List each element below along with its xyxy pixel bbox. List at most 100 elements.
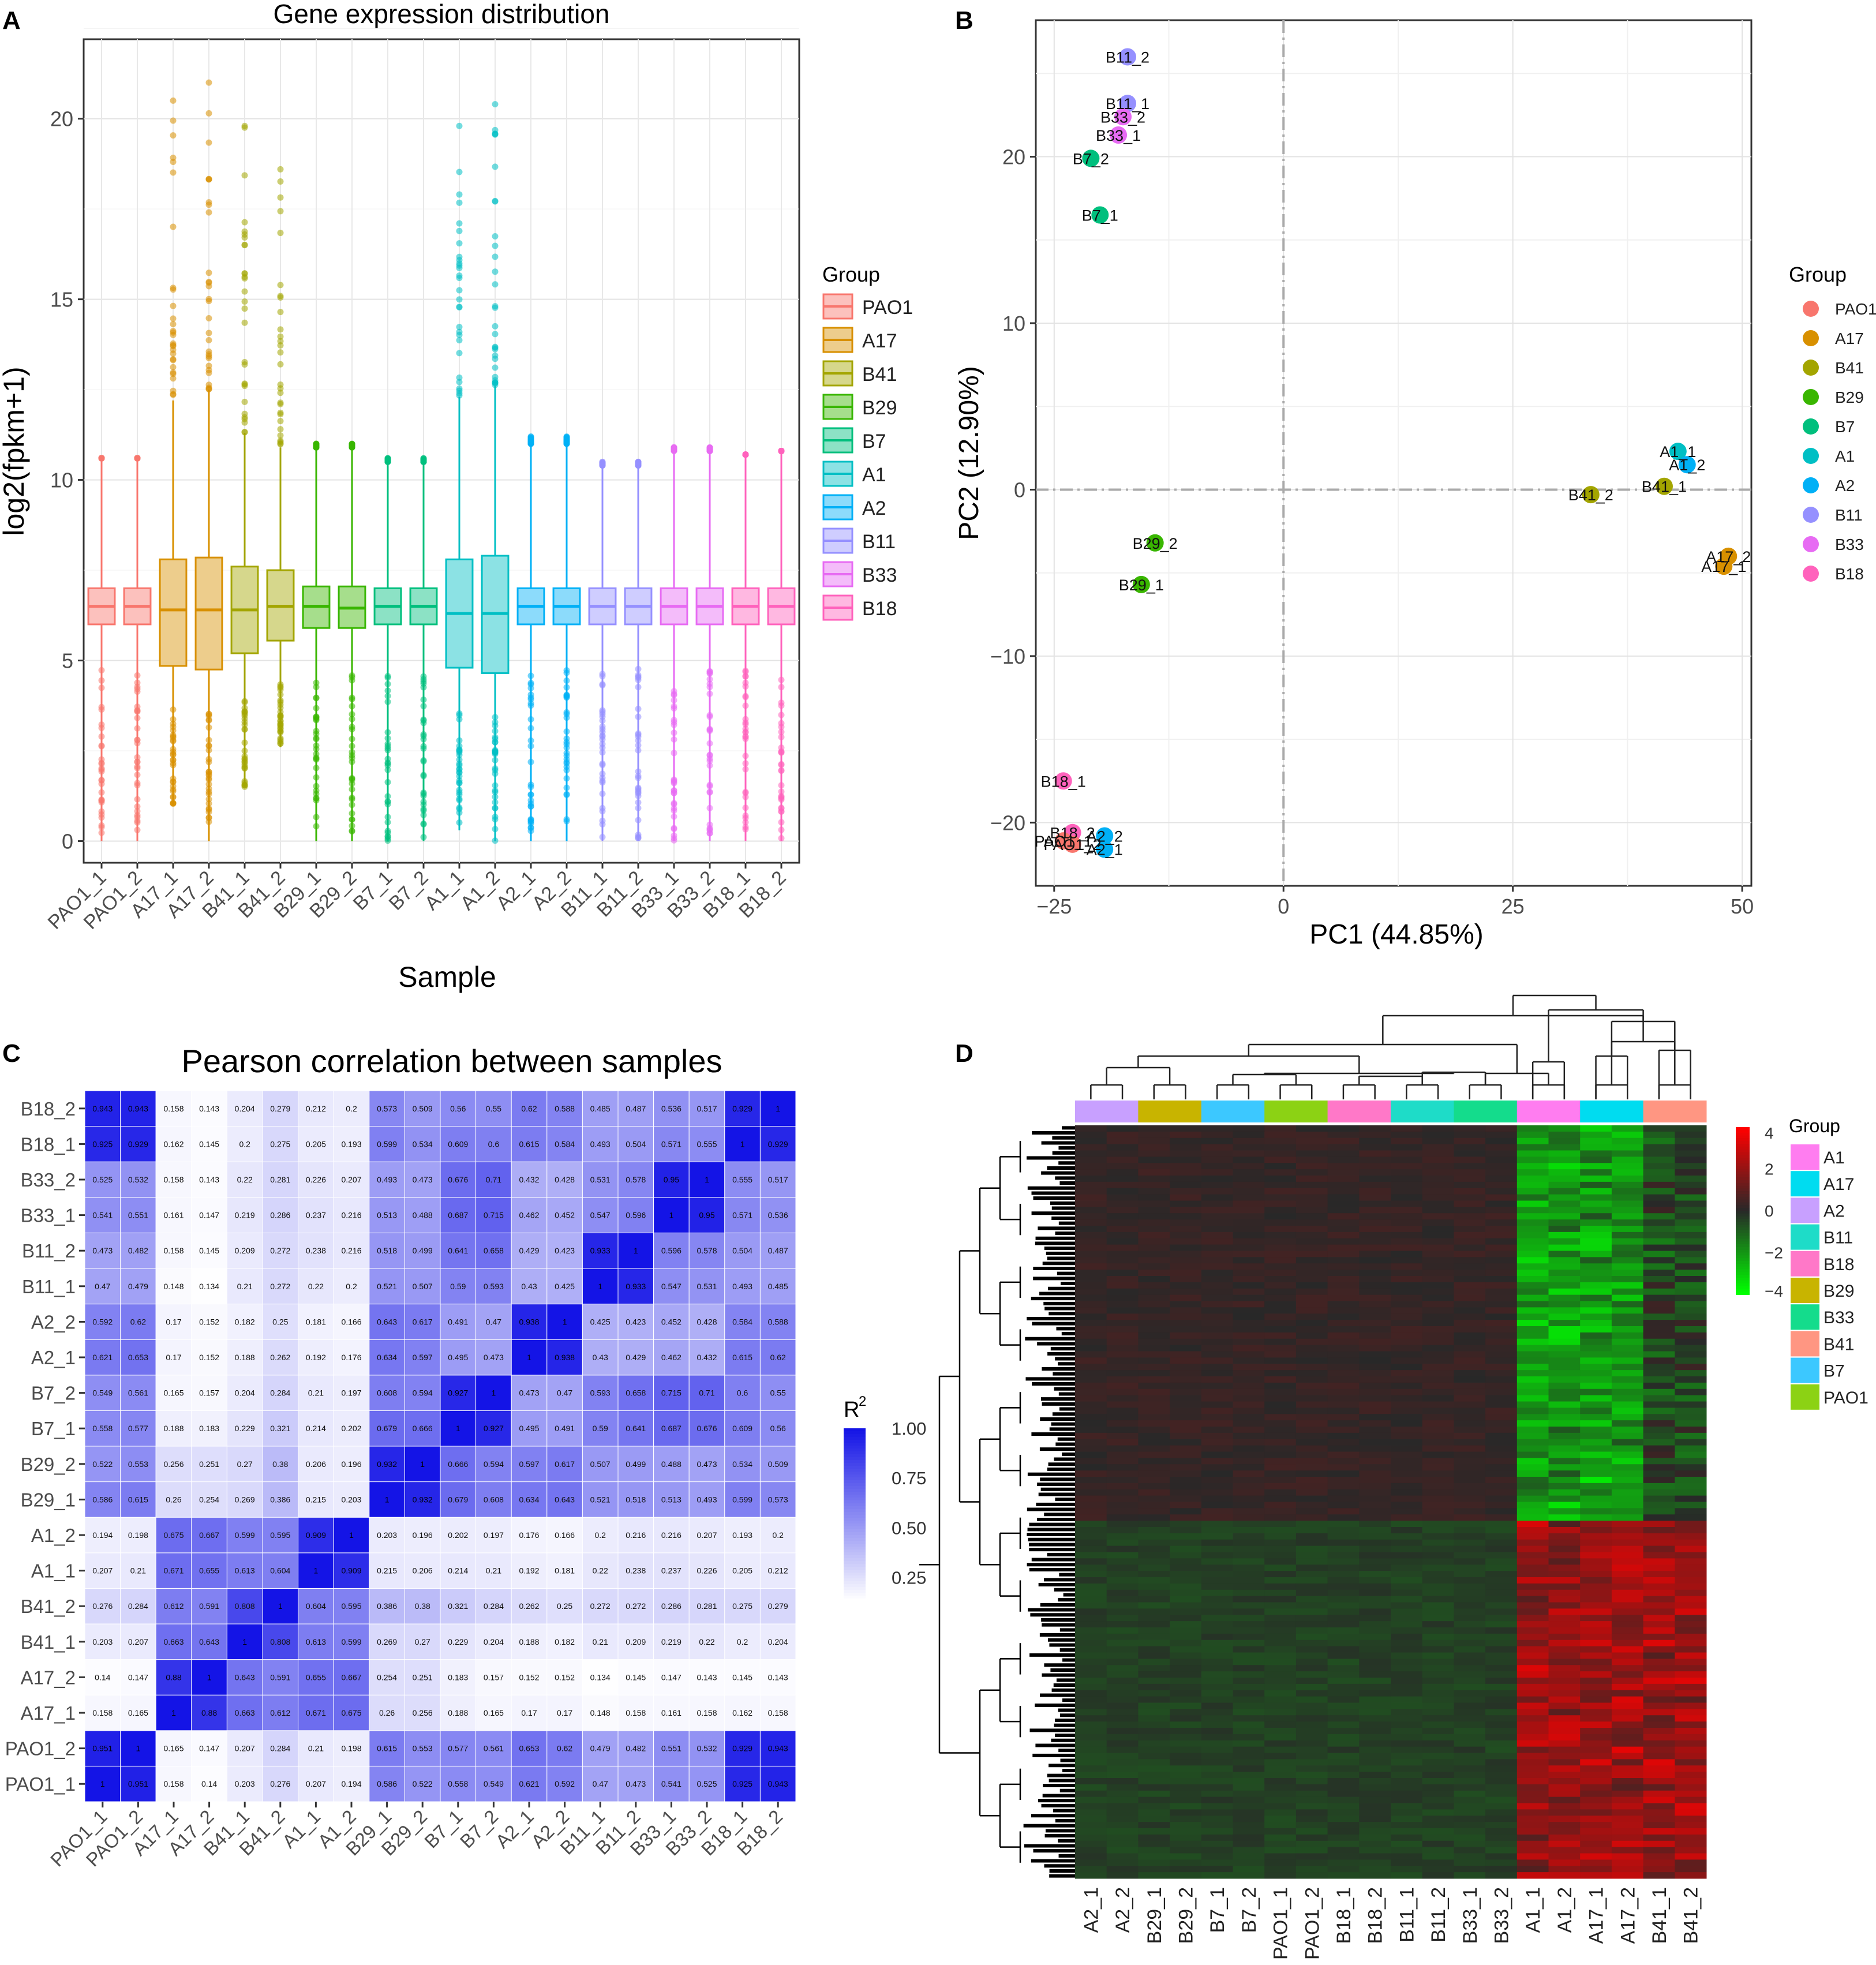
heat-cell — [1611, 1803, 1644, 1810]
outlier-point — [277, 426, 284, 433]
cell-label: 0.215 — [306, 1495, 326, 1504]
outlier-point — [456, 304, 463, 310]
heat-cell — [1170, 1213, 1202, 1220]
heat-cell — [1611, 1533, 1644, 1540]
heat-cell — [1295, 1345, 1328, 1352]
heat-cell — [1295, 1683, 1328, 1691]
heat-cell — [1516, 1564, 1549, 1571]
heat-cell — [1106, 1514, 1139, 1521]
heat-cell — [1170, 1194, 1202, 1201]
heat-cell — [1327, 1427, 1360, 1433]
heat-cell — [1075, 1144, 1107, 1151]
col-label: B7_2 — [456, 1806, 503, 1852]
heat-cell — [1295, 1388, 1328, 1396]
row-label: B7_2 — [31, 1383, 76, 1404]
heat-cell — [1170, 1696, 1202, 1703]
heat-cell — [1485, 1608, 1518, 1615]
legend-key-A2 — [1803, 477, 1819, 493]
outlier-point — [205, 348, 212, 355]
outlier-point — [527, 433, 534, 440]
cell-label: 0.158 — [697, 1708, 717, 1717]
heat-cell — [1201, 1288, 1233, 1296]
heat-cell — [1264, 1665, 1297, 1672]
heat-cell — [1201, 1420, 1233, 1427]
heat-cell — [1611, 1244, 1644, 1251]
cell-label: 0.584 — [555, 1139, 575, 1148]
heat-cell — [1391, 1445, 1423, 1452]
y-tick-label: 10 — [50, 469, 73, 492]
cell-label: 0.532 — [697, 1744, 717, 1753]
heat-cell — [1580, 1621, 1612, 1628]
heat-cell — [1580, 1690, 1612, 1697]
legend-label: PAO1 — [862, 297, 913, 319]
heat-cell — [1675, 1370, 1707, 1377]
heat-cell — [1422, 1294, 1454, 1301]
group-bar-B7_1 — [1201, 1101, 1233, 1122]
cell-label: 0.507 — [590, 1459, 611, 1469]
heat-cell — [1295, 1439, 1328, 1446]
heat-cell — [1264, 1207, 1297, 1214]
heat-cell — [1454, 1176, 1486, 1182]
heat-cell — [1295, 1232, 1328, 1239]
heat-cell — [1611, 1796, 1644, 1803]
heat-cell — [1422, 1395, 1454, 1402]
heat-cell — [1611, 1125, 1644, 1132]
heat-cell — [1201, 1382, 1233, 1390]
heat-cell — [1391, 1238, 1423, 1245]
heat-cell — [1391, 1338, 1423, 1346]
heat-cell — [1201, 1514, 1233, 1521]
heat-cell — [1201, 1244, 1233, 1251]
heat-cell — [1106, 1621, 1139, 1628]
heat-cell — [1264, 1640, 1297, 1647]
heat-cell — [1454, 1589, 1486, 1597]
cell-label: 0.209 — [626, 1637, 646, 1646]
heat-cell — [1422, 1822, 1454, 1829]
heat-cell — [1201, 1200, 1233, 1207]
cell-label: 0.927 — [484, 1424, 504, 1433]
heat-cell — [1548, 1809, 1581, 1816]
heat-cell — [1201, 1746, 1233, 1753]
cell-label: 0.553 — [128, 1459, 148, 1469]
chart-a-xlabel: Sample — [398, 961, 496, 993]
heat-cell — [1138, 1721, 1170, 1728]
heat-cell — [1422, 1709, 1454, 1716]
legend-label: A17 — [1835, 330, 1864, 347]
heat-cell — [1580, 1602, 1612, 1609]
heat-cell — [1327, 1432, 1360, 1440]
heat-cell — [1485, 1320, 1518, 1327]
heat-cell — [1170, 1615, 1202, 1622]
heat-cell — [1643, 1357, 1675, 1364]
heat-cell — [1170, 1759, 1202, 1766]
heat-cell — [1675, 1351, 1707, 1358]
heat-cell — [1516, 1238, 1549, 1245]
panel-label-a: A — [2, 6, 21, 35]
heat-cell — [1391, 1432, 1423, 1440]
heat-cell — [1516, 1320, 1549, 1327]
cell-label: 0.596 — [661, 1246, 681, 1255]
heat-cell — [1201, 1432, 1233, 1440]
heat-cell — [1075, 1552, 1107, 1559]
heat-cell — [1643, 1621, 1675, 1628]
cell-label: 0.933 — [626, 1282, 646, 1291]
cell-label: 0.286 — [270, 1211, 290, 1220]
heat-cell — [1422, 1156, 1454, 1163]
heat-cell — [1391, 1282, 1423, 1289]
heat-cell — [1675, 1458, 1707, 1465]
heat-cell — [1580, 1678, 1612, 1685]
heat-cell — [1516, 1746, 1549, 1753]
heat-cell — [1170, 1640, 1202, 1647]
heat-cell — [1643, 1816, 1675, 1822]
heat-cell — [1580, 1219, 1612, 1226]
heat-cell — [1075, 1401, 1107, 1408]
heat-cell — [1233, 1552, 1265, 1559]
heat-cell — [1580, 1338, 1612, 1346]
cell-label: 0.204 — [235, 1388, 255, 1398]
heat-cell — [1485, 1144, 1518, 1151]
cell-label: 0.284 — [270, 1744, 290, 1753]
heat-cell — [1170, 1408, 1202, 1414]
heat-cell — [1295, 1244, 1328, 1251]
heat-cell — [1327, 1778, 1360, 1785]
heat-cell — [1675, 1376, 1707, 1383]
heat-cell — [1548, 1376, 1581, 1383]
